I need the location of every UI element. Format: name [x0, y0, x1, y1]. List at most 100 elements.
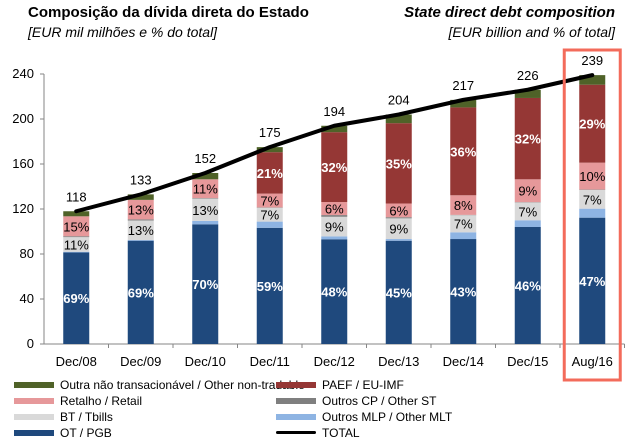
data-label-ot: 43% — [450, 285, 476, 300]
data-label-retalho: 11% — [193, 182, 218, 197]
bar-segment-paef — [256, 152, 283, 194]
bar-segment-bt — [385, 218, 412, 240]
legend-label: Outros CP / Other ST — [322, 393, 437, 408]
data-label-paef: 32% — [515, 132, 541, 147]
data-label-bt: 7% — [518, 204, 537, 219]
y-tick-label: 240 — [12, 66, 34, 81]
legend-label: BT / Tbills — [60, 409, 113, 424]
y-tick-label: 120 — [12, 201, 34, 216]
data-label-bt: 13% — [192, 203, 218, 218]
bar-segment-outra — [256, 147, 283, 153]
legend-label: OT / PGB — [60, 425, 112, 440]
legend-line-icon — [276, 431, 316, 434]
bar-segment-outroscp — [192, 198, 219, 199]
data-label-paef: 29% — [579, 117, 605, 132]
data-label-ot: 48% — [321, 285, 347, 300]
bar-segment-outra — [514, 89, 541, 98]
data-label-retalho: 10% — [579, 169, 605, 184]
bar-segment-outroscp — [321, 215, 348, 217]
legend-item-ot: OT / PGB — [14, 425, 112, 440]
bar-segment-outrosmlp — [450, 232, 477, 240]
bar-segment-retalho — [321, 202, 348, 216]
legend-swatch-icon — [276, 381, 316, 388]
data-label-ot: 69% — [63, 291, 89, 306]
legend-item-total: TOTAL — [276, 425, 360, 440]
bar-segment-outrosmlp — [192, 220, 219, 225]
legend-item-bt: BT / Tbills — [14, 409, 113, 424]
bar-segment-retalho — [514, 179, 541, 203]
data-label-bt: 9% — [325, 220, 344, 235]
bar-segment-retalho — [385, 203, 412, 218]
bar-segment-retalho — [579, 162, 606, 190]
bar-segment-ot — [127, 240, 154, 344]
total-label: 152 — [194, 151, 216, 166]
total-label: 204 — [388, 93, 410, 108]
y-tick-label: 160 — [12, 156, 34, 171]
legend-item-outroscp: Outros CP / Other ST — [276, 393, 436, 408]
total-label: 239 — [581, 53, 603, 68]
bar-segment-ot — [192, 224, 219, 344]
x-tick-label: Dec/11 — [250, 354, 290, 369]
x-tick-label: Dec/08 — [56, 354, 97, 369]
data-label-ot: 70% — [192, 277, 218, 292]
legend-label: PAEF / EU-IMF — [322, 377, 404, 392]
data-label-bt: 13% — [128, 223, 154, 238]
data-label-ot: 69% — [128, 285, 154, 300]
bar-segment-retalho — [450, 195, 477, 215]
data-label-retalho: 7% — [260, 194, 279, 209]
x-tick-label: Dec/10 — [185, 354, 226, 369]
bar-segment-bt — [579, 189, 606, 209]
bar-segment-outrosmlp — [256, 221, 283, 228]
total-label: 175 — [259, 125, 281, 140]
legend-label: Outros MLP / Other MLT — [322, 409, 453, 424]
x-tick-label: Dec/09 — [120, 354, 161, 369]
data-label-retalho: 13% — [128, 203, 154, 218]
x-tick-label: Dec/13 — [378, 354, 419, 369]
bar-segment-outrosmlp — [385, 239, 412, 241]
bar-segment-retalho — [63, 216, 90, 237]
bar-segment-outra — [450, 99, 477, 108]
total-line — [74, 73, 595, 214]
data-label-bt: 9% — [389, 222, 408, 237]
legend-swatch-icon — [14, 429, 54, 436]
bar-segment-ot — [579, 217, 606, 344]
legend-item-retalho: Retalho / Retail — [14, 393, 142, 408]
legend-item-paef: PAEF / EU-IMF — [276, 377, 404, 392]
data-label-retalho: 6% — [325, 202, 344, 217]
legend-swatch-icon — [276, 397, 316, 404]
bar-segment-bt — [63, 237, 90, 252]
bar-segment-retalho — [127, 199, 154, 220]
bar-segment-ot — [385, 240, 412, 344]
x-tick-label: Dec/15 — [507, 354, 548, 369]
bar-segment-ot — [514, 227, 541, 344]
legend-swatch-icon — [14, 381, 54, 388]
data-label-ot: 47% — [579, 274, 605, 289]
bar-segment-outroscp — [127, 219, 154, 221]
bar-segment-outroscp — [385, 217, 412, 219]
total-label: 194 — [323, 104, 345, 119]
data-label-ot: 45% — [386, 285, 412, 300]
bar-segment-bt — [514, 202, 541, 221]
bar-segment-outra — [127, 194, 154, 200]
data-label-ot: 59% — [257, 279, 283, 294]
bar-segment-bt — [256, 207, 283, 222]
bar-segment-paef — [321, 132, 348, 203]
data-label-paef: 36% — [450, 144, 476, 159]
bar-segment-paef — [579, 84, 606, 163]
bar-segment-bt — [127, 220, 154, 240]
y-tick-label: 0 — [27, 336, 34, 351]
chart-title-en: State direct debt composition — [404, 4, 615, 21]
bar-segment-outrosmlp — [514, 220, 541, 227]
bar-segment-bt — [450, 215, 477, 233]
data-label-paef: 35% — [386, 156, 412, 171]
total-label: 118 — [66, 189, 87, 204]
bar-segment-outra — [192, 173, 219, 180]
x-tick-label: Aug/16 — [572, 354, 613, 369]
bar-segment-outrosmlp — [579, 208, 606, 218]
bar-segment-paef — [450, 107, 477, 196]
bar-segment-outrosmlp — [127, 239, 154, 241]
y-tick-label: 200 — [12, 111, 34, 126]
data-label-bt: 7% — [583, 192, 602, 207]
data-label-retalho: 9% — [518, 184, 537, 199]
